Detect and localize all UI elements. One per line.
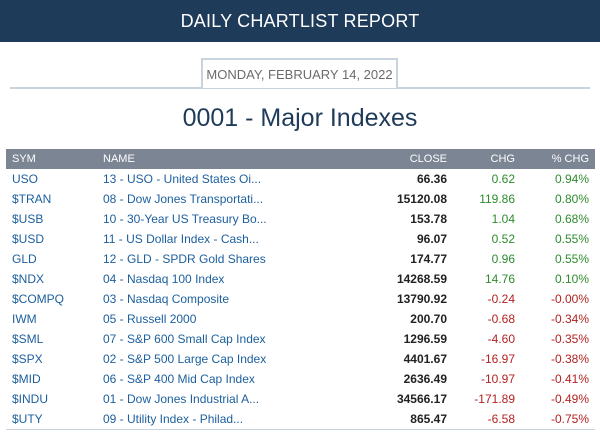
change-value: 0.52 [491, 232, 515, 246]
table-header-row: SYM NAME CLOSE CHG % CHG [6, 149, 595, 169]
table-row[interactable]: USO 13 - USO - United States Oi... 66.36 0.… [6, 169, 595, 189]
percent-change-value: -0.00% [550, 292, 589, 306]
change-value: 0.62 [491, 172, 515, 186]
close-value: 153.78 [410, 212, 447, 226]
close-value: 1296.59 [403, 332, 447, 346]
table-row[interactable]: $INDU 01 - Dow Jones Industrial A... 34566… [6, 389, 595, 409]
percent-change-value: 0.55% [554, 232, 589, 246]
percent-change-value: -0.75% [550, 412, 589, 426]
index-table: SYM NAME CLOSE CHG % CHG USO 13 - USO - U… [6, 149, 595, 430]
symbol-link[interactable]: USO [12, 172, 39, 186]
close-value: 13790.92 [396, 292, 447, 306]
close-value: 865.47 [410, 412, 447, 426]
list-title: 0001 - Major Indexes [0, 90, 600, 146]
date-section: MONDAY, FEBRUARY 14, 2022 [0, 42, 600, 90]
table-row[interactable]: $SML 07 - S&P 600 Small Cap Index 1296.59 -… [6, 329, 595, 349]
close-value: 2636.49 [403, 372, 447, 386]
table-row[interactable]: $TRAN 08 - Dow Jones Transportati... 15120… [6, 189, 595, 209]
change-value: -16.97 [480, 352, 515, 366]
close-value: 174.77 [410, 252, 447, 266]
table-row[interactable]: $NDX 04 - Nasdaq 100 Index 14268.59 14.76 0.… [6, 269, 595, 289]
change-value: -6.58 [487, 412, 515, 426]
name-link[interactable]: 02 - S&P 500 Large Cap Index [103, 352, 267, 366]
change-value: 14.76 [484, 272, 515, 286]
symbol-link[interactable]: $TRAN [12, 192, 52, 206]
table-row[interactable]: GLD 12 - GLD - SPDR Gold Shares 174.77 0.96… [6, 249, 595, 269]
name-link[interactable]: 07 - S&P 600 Small Cap Index [103, 332, 266, 346]
symbol-link[interactable]: $USD [12, 232, 45, 246]
table-row[interactable]: IWM 05 - Russell 2000 200.70 -0.68 -0.34% [6, 309, 595, 329]
symbol-link[interactable]: $INDU [12, 392, 49, 406]
change-value: -171.89 [474, 392, 515, 406]
column-header-name[interactable]: NAME [103, 153, 135, 165]
symbol-link[interactable]: $COMPQ [12, 292, 65, 306]
table-row[interactable]: $MID 06 - S&P 400 Mid Cap Index 2636.49 -10… [6, 369, 595, 389]
percent-change-value: 0.10% [554, 272, 589, 286]
change-value: -4.60 [487, 332, 515, 346]
close-value: 66.36 [416, 172, 447, 186]
name-link[interactable]: 06 - S&P 400 Mid Cap Index [103, 372, 255, 386]
name-link[interactable]: 11 - US Dollar Index - Cash... [103, 232, 259, 246]
symbol-link[interactable]: $NDX [12, 272, 45, 286]
change-value: 0.96 [491, 252, 515, 266]
list-title-text: 0001 - Major Indexes [182, 103, 418, 132]
percent-change-value: 0.55% [554, 252, 589, 266]
name-link[interactable]: 10 - 30-Year US Treasury Bo... [103, 212, 267, 226]
date-divider [10, 87, 590, 89]
name-link[interactable]: 01 - Dow Jones Industrial A... [103, 392, 260, 406]
table-row[interactable]: $USD 11 - US Dollar Index - Cash... 96.07 0… [6, 229, 595, 249]
change-value: -0.68 [487, 312, 515, 326]
report-header-title: DAILY CHARTLIST REPORT [180, 10, 420, 31]
close-value: 96.07 [416, 232, 447, 246]
table-row[interactable]: $USB 10 - 30-Year US Treasury Bo... 153.78… [6, 209, 595, 229]
close-value: 34566.17 [396, 392, 447, 406]
percent-change-value: -0.38% [550, 352, 589, 366]
change-value: 1.04 [491, 212, 515, 226]
column-header-pct-chg[interactable]: % CHG [551, 153, 589, 165]
change-value: -0.24 [487, 292, 515, 306]
table-row[interactable]: $SPX 02 - S&P 500 Large Cap Index 4401.67 -… [6, 349, 595, 369]
name-link[interactable]: 08 - Dow Jones Transportati... [103, 192, 264, 206]
symbol-link[interactable]: $UTY [12, 412, 43, 426]
symbol-link[interactable]: $MID [12, 372, 41, 386]
change-value: 119.86 [479, 192, 515, 206]
report-date: MONDAY, FEBRUARY 14, 2022 [201, 58, 398, 88]
report-header: DAILY CHARTLIST REPORT [0, 0, 600, 42]
close-value: 14268.59 [396, 272, 447, 286]
percent-change-value: 0.80% [554, 192, 589, 206]
name-link[interactable]: 09 - Utility Index - Philad... [103, 412, 244, 426]
percent-change-value: 0.94% [554, 172, 589, 186]
change-value: -10.97 [480, 372, 515, 386]
symbol-link[interactable]: $SPX [12, 352, 43, 366]
symbol-link[interactable]: IWM [12, 312, 37, 326]
name-link[interactable]: 04 - Nasdaq 100 Index [103, 272, 225, 286]
percent-change-value: -0.35% [550, 332, 589, 346]
name-link[interactable]: 12 - GLD - SPDR Gold Shares [103, 252, 266, 266]
table-row[interactable]: $UTY 09 - Utility Index - Philad... 865.47… [6, 409, 595, 430]
close-value: 200.70 [410, 312, 447, 326]
symbol-link[interactable]: GLD [12, 252, 37, 266]
close-value: 4401.67 [403, 352, 447, 366]
column-header-sym[interactable]: SYM [12, 153, 36, 165]
column-header-close[interactable]: CLOSE [409, 153, 447, 165]
close-value: 15120.08 [396, 192, 447, 206]
percent-change-value: -0.34% [550, 312, 589, 326]
name-link[interactable]: 03 - Nasdaq Composite [103, 292, 230, 306]
name-link[interactable]: 05 - Russell 2000 [103, 312, 197, 326]
table-row[interactable]: $COMPQ 03 - Nasdaq Composite 13790.92 -0.24… [6, 289, 595, 309]
name-link[interactable]: 13 - USO - United States Oi... [103, 172, 262, 186]
column-header-chg[interactable]: CHG [490, 153, 515, 165]
percent-change-value: -0.41% [550, 372, 589, 386]
symbol-link[interactable]: $SML [12, 332, 44, 346]
percent-change-value: 0.68% [554, 212, 589, 226]
symbol-link[interactable]: $USB [12, 212, 44, 226]
percent-change-value: -0.49% [550, 392, 589, 406]
